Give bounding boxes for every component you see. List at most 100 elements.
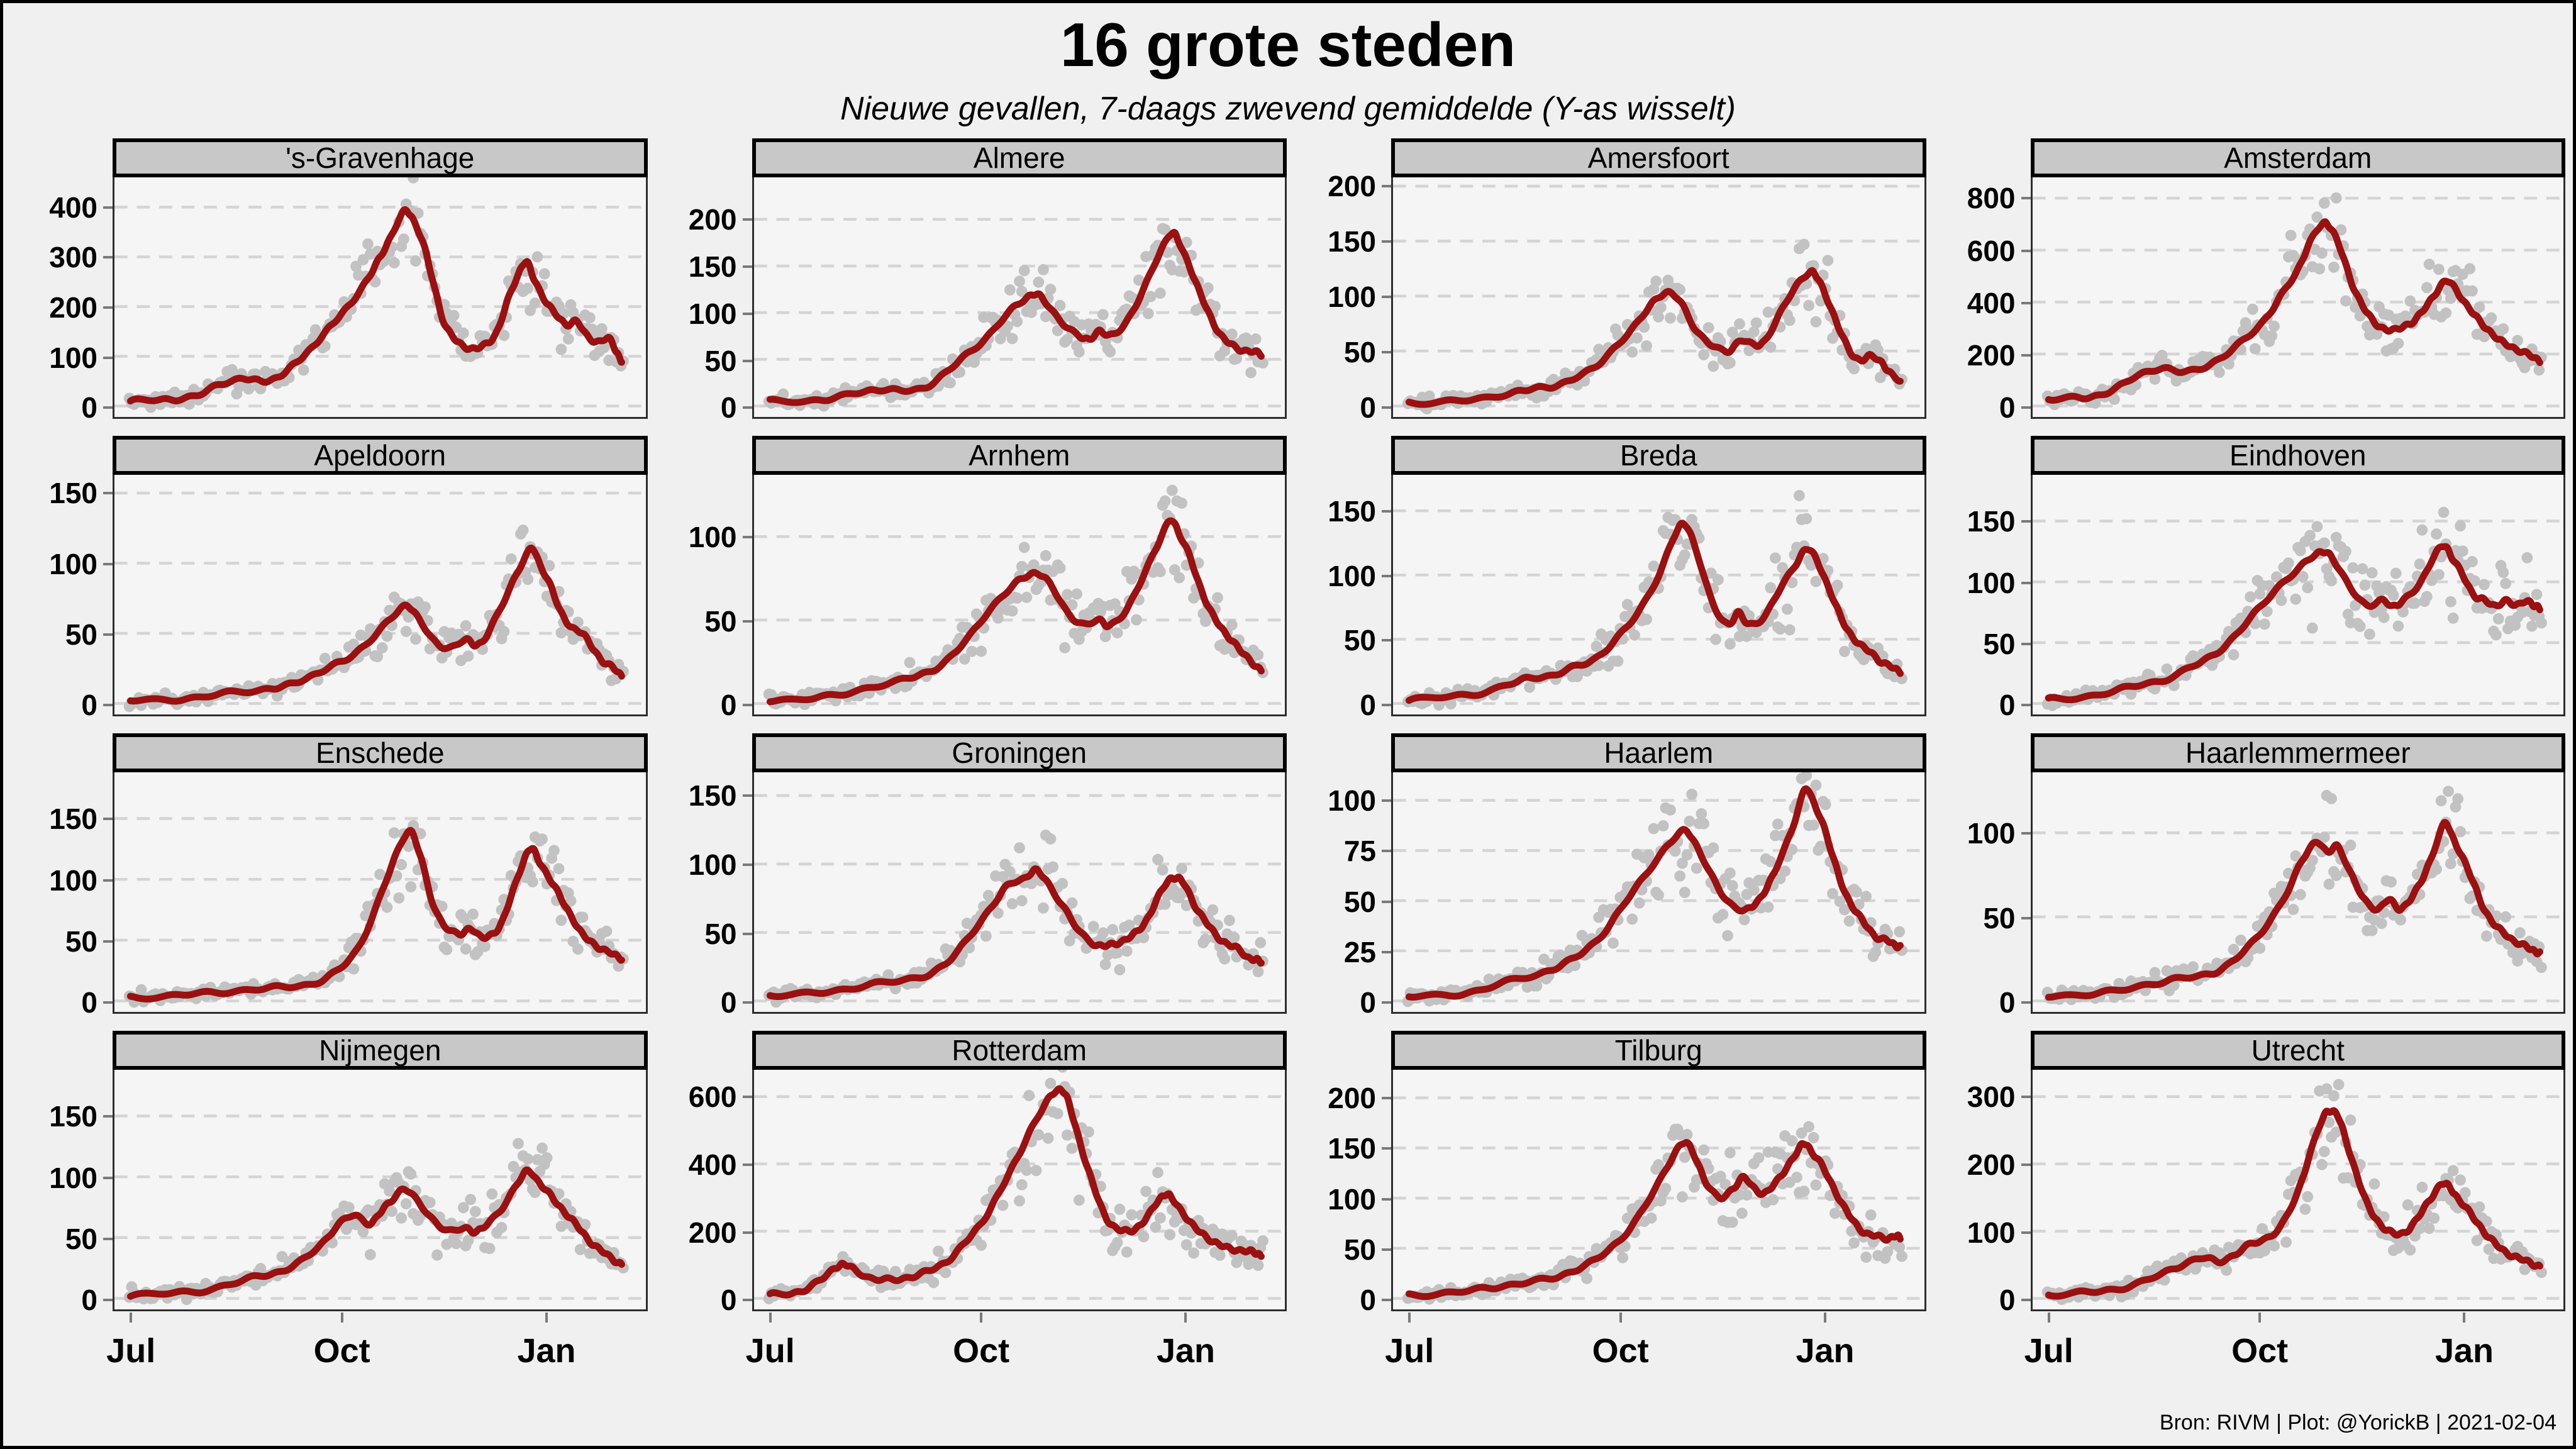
- plot-area: [113, 177, 648, 419]
- y-tick-mark: [103, 1299, 113, 1302]
- daily-case-dot: [1641, 340, 1652, 352]
- panel-title-strip: Eindhoven: [2030, 436, 2565, 475]
- daily-case-dot: [457, 1202, 469, 1214]
- daily-case-dot: [376, 642, 388, 653]
- daily-case-dot: [940, 1267, 951, 1279]
- y-tick-label: 0: [720, 1284, 737, 1317]
- panel-title-strip: Amersfoort: [1391, 138, 1926, 177]
- y-tick-label: 100: [49, 863, 97, 897]
- daily-case-dot: [2311, 211, 2323, 223]
- daily-case-dot: [1784, 314, 1796, 326]
- daily-case-dot: [1681, 1129, 1693, 1140]
- moving-average-line: [2045, 543, 2543, 704]
- y-tick-mark: [742, 1096, 752, 1099]
- y-axis: 0 50 100: [1930, 733, 2031, 1018]
- daily-case-dot: [402, 611, 414, 623]
- daily-case-dot: [2440, 307, 2451, 319]
- daily-case-dot: [980, 930, 992, 942]
- daily-case-dot: [1839, 904, 1850, 916]
- panel-title-strip: Utrecht: [2030, 1031, 2565, 1070]
- y-tick-mark: [742, 704, 752, 707]
- daily-case-dot: [2323, 878, 2334, 890]
- daily-case-dot: [1777, 562, 1789, 574]
- y-tick-mark: [2021, 301, 2031, 304]
- y-tick-label: 0: [1999, 986, 2016, 1019]
- daily-case-dot: [2390, 567, 2402, 579]
- daily-case-dot: [2334, 224, 2346, 236]
- daily-case-dot: [2478, 331, 2490, 343]
- x-tick-mark: [545, 1313, 548, 1323]
- daily-case-dot: [1707, 842, 1719, 854]
- y-tick-mark: [742, 359, 752, 362]
- daily-case-dot: [1681, 849, 1693, 861]
- y-tick-label: 50: [65, 1222, 97, 1255]
- daily-case-dot: [553, 1188, 565, 1200]
- daily-case-dot: [1686, 789, 1698, 800]
- panel: Utrecht: [2030, 1031, 2565, 1311]
- y-axis: 0 50 100: [652, 436, 752, 720]
- daily-case-dot: [577, 911, 589, 923]
- daily-case-dot: [1894, 926, 1906, 938]
- daily-case-dot: [2533, 364, 2545, 376]
- daily-case-dot: [2328, 261, 2340, 273]
- daily-case-dot: [1111, 1236, 1123, 1248]
- daily-case-dot: [1626, 346, 1638, 358]
- y-tick-label: 0: [1999, 1284, 2016, 1317]
- page-title: 16 grote steden: [1060, 10, 1516, 79]
- y-tick-mark: [103, 256, 113, 259]
- daily-case-dot: [2451, 793, 2463, 805]
- daily-case-dot: [384, 1185, 396, 1197]
- y-tick-label: 50: [704, 604, 737, 638]
- y-tick-mark: [742, 932, 752, 935]
- y-tick-label: 0: [1360, 1284, 1376, 1317]
- moving-average-line: [2045, 218, 2543, 404]
- daily-case-dot: [1054, 562, 1065, 574]
- x-tick-label: Jul: [106, 1332, 156, 1370]
- daily-case-dot: [2354, 621, 2366, 632]
- daily-case-dot: [2397, 606, 2409, 618]
- attribution: Bron: RIVM | Plot: @YorickB | 2021-02-04: [2159, 1411, 2557, 1435]
- daily-case-dot: [2285, 230, 2296, 242]
- y-tick-label: 150: [688, 250, 737, 284]
- daily-case-dot: [2235, 935, 2246, 946]
- daily-case-dot: [2414, 1223, 2425, 1235]
- daily-case-dot: [1648, 823, 1660, 835]
- y-tick-label: 100: [1328, 280, 1376, 314]
- y-axis: 0 50 100 150 200: [1291, 1031, 1391, 1315]
- daily-case-dot: [2318, 537, 2330, 549]
- daily-case-dot: [1250, 333, 1262, 345]
- daily-case-dot: [1032, 1129, 1044, 1141]
- y-tick-mark: [742, 1163, 752, 1166]
- daily-case-dot: [1734, 318, 1745, 330]
- y-axis: 0 50 100 150 200: [1291, 138, 1391, 423]
- daily-case-dot: [531, 251, 543, 263]
- daily-case-dot: [1001, 320, 1013, 332]
- y-tick-label: 0: [720, 391, 737, 425]
- daily-case-dot: [410, 255, 421, 267]
- daily-case-dot: [405, 1168, 417, 1180]
- daily-case-dot: [2228, 943, 2239, 955]
- daily-case-dot: [1784, 624, 1796, 636]
- x-tick-label: Oct: [2231, 1332, 2289, 1370]
- city-panel: 0 50 100 150 200 Almere: [652, 138, 1291, 423]
- daily-case-dot: [1798, 1185, 1810, 1197]
- y-tick-label: 150: [1328, 1132, 1376, 1165]
- city-name: Haarlemmermeer: [2185, 736, 2411, 769]
- daily-case-dot: [1023, 1090, 1035, 1101]
- daily-case-dot: [601, 925, 613, 937]
- daily-case-dot: [1240, 332, 1252, 344]
- plot-area: [752, 177, 1287, 419]
- daily-case-dot: [1524, 681, 1536, 693]
- daily-case-dot: [2345, 839, 2356, 851]
- panel-title-strip: Apeldoorn: [113, 436, 648, 475]
- daily-case-dot: [2490, 629, 2502, 641]
- daily-case-dot: [2346, 562, 2358, 574]
- daily-case-dot: [486, 1188, 498, 1200]
- y-tick-label: 150: [1328, 494, 1376, 528]
- daily-case-dot: [2423, 258, 2435, 270]
- daily-case-dot: [1199, 933, 1211, 945]
- daily-case-dot: [1061, 1129, 1073, 1141]
- daily-case-dot: [460, 943, 472, 955]
- daily-case-dot: [1741, 1189, 1753, 1201]
- y-tick-label: 50: [1343, 624, 1376, 657]
